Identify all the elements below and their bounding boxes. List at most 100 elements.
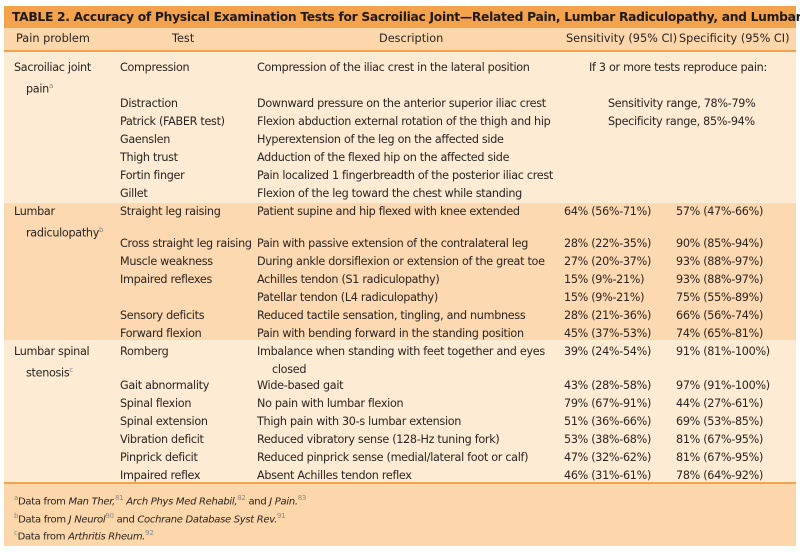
test-description: Thigh pain with 30-s lumbar extension — [257, 415, 462, 428]
test-name: Romberg — [120, 345, 169, 358]
footnote-part: 92 — [145, 529, 154, 537]
specificity-value: 66% (56%-74%) — [676, 309, 764, 322]
footnote-part: 81 — [115, 494, 124, 502]
footnote: aData from Man Ther,81 Arch Phys Med Reh… — [14, 490, 796, 508]
sensitivity-value: 39% (24%-54%) — [564, 345, 652, 358]
test-name: Vibration deficit — [120, 433, 204, 446]
footnote: bData from J Neurol90 and Cochrane Datab… — [14, 508, 796, 526]
test-description: No pain with lumbar flexion — [257, 397, 404, 410]
pain-problem-line2: radiculopathyb — [26, 226, 104, 240]
sensitivity-value: 46% (31%-61%) — [564, 469, 652, 482]
footnote-part: 90 — [105, 511, 114, 520]
specificity-value: 78% (64%-92%) — [676, 469, 764, 482]
table-row: Pinprick deficit Reduced pinprick sense (… — [4, 449, 796, 467]
table-row: Vibration deficit Reduced vibratory sense… — [4, 431, 796, 449]
table-row: Lumbar radiculopathyb Straight leg raising… — [4, 203, 796, 240]
table-title: TABLE 2. Accuracy of Physical Examinatio… — [4, 6, 800, 28]
table-row: Cross straight leg raising Pain with pass… — [4, 235, 796, 253]
table-row: Fortin finger Pain localized 1 fingerbrea… — [4, 167, 796, 185]
header-pain-problem: Pain problem — [16, 32, 90, 45]
sensitivity-value: 45% (37%-53%) — [564, 327, 652, 340]
sensitivity-value: 47% (32%-62%) — [564, 451, 652, 464]
section-1: Sacroiliac joint paina Compression Compress… — [4, 52, 796, 203]
test-description: Imbalance when standing with feet togeth… — [257, 345, 545, 358]
test-name: Impaired reflex — [120, 469, 201, 482]
specificity-value: 93% (88%-97%) — [676, 255, 764, 268]
pain-problem: Lumbar spinal — [14, 345, 90, 358]
table-row: Sacroiliac joint paina Compression Compress… — [4, 59, 796, 96]
table-row: Sensory deficits Reduced tactile sensatio… — [4, 307, 796, 325]
test-description: Pain localized 1 fingerbreadth of the po… — [257, 169, 553, 182]
test-name: Distraction — [120, 97, 178, 110]
table-row: Thigh trust Adduction of the flexed hip o… — [4, 149, 796, 167]
footnote-part: b — [14, 511, 19, 520]
test-name: Compression — [120, 61, 190, 74]
test-name: Muscle weakness — [120, 255, 213, 268]
summary-text: Sensitivity range, 78%-79% — [608, 97, 756, 110]
sensitivity-value: 15% (9%-21%) — [564, 273, 645, 286]
test-description: Pain with bending forward in the standin… — [257, 327, 524, 340]
header-sensitivity: Sensitivity (95% CI) — [566, 32, 678, 45]
footnote-marker: a — [48, 82, 53, 90]
test-name: Cross straight leg raising — [120, 237, 252, 250]
sensitivity-value: 28% (22%-35%) — [564, 237, 652, 250]
specificity-value: 81% (67%-95%) — [676, 433, 764, 446]
test-description: Patient supine and hip flexed with knee … — [257, 205, 520, 218]
table-row: Muscle weakness During ankle dorsiflexion… — [4, 253, 796, 271]
test-name: Patrick (FABER test) — [120, 115, 225, 128]
footnote-part: 83 — [297, 494, 307, 502]
table-row: Distraction Downward pressure on the ante… — [4, 95, 796, 113]
sensitivity-value: 15% (9%-21%) — [564, 291, 645, 304]
test-name: Straight leg raising — [120, 205, 221, 218]
test-description: Hyperextension of the leg on the affecte… — [257, 133, 504, 146]
specificity-value: 97% (91%-100%) — [676, 379, 770, 392]
header-specificity: Specificity (95% CI) — [679, 32, 790, 45]
sensitivity-value: 53% (38%-68%) — [564, 433, 652, 446]
header-test: Test — [172, 32, 195, 45]
sensitivity-value: 43% (28%-58%) — [564, 379, 652, 392]
section-2: Lumbar radiculopathyb Straight leg raising… — [4, 203, 796, 340]
footnote-marker: b — [99, 226, 104, 234]
sensitivity-value: 79% (67%-91%) — [564, 397, 652, 410]
test-name: Thigh trust — [120, 151, 178, 164]
test-description: Compression of the iliac crest in the la… — [257, 61, 530, 74]
test-description: Absent Achilles tendon reflex — [257, 469, 412, 482]
table-row: Spinal extension Thigh pain with 30-s lum… — [4, 413, 796, 431]
footnote-part: J Pain. — [269, 496, 298, 508]
specificity-value: 81% (67%-95%) — [676, 451, 764, 464]
footnote-part: 82 — [237, 494, 246, 502]
pain-problem-line2: stenosisc — [26, 366, 73, 380]
table-row: Gait abnormality Wide-based gait 43% (28%-… — [4, 377, 796, 395]
footnote-part: Cochrane Database Syst Rev. — [137, 513, 277, 525]
test-description: During ankle dorsiflexion or extension o… — [257, 255, 545, 268]
table-row: Gaenslen Hyperextension of the leg on the… — [4, 131, 796, 149]
table-row: Spinal flexion No pain with lumbar flexio… — [4, 395, 796, 413]
test-name: Spinal flexion — [120, 397, 192, 410]
summary-text: If 3 or more tests reproduce pain: — [589, 61, 767, 74]
test-name: Sensory deficits — [120, 309, 205, 322]
footnote-part: c — [14, 529, 18, 537]
specificity-value: 93% (88%-97%) — [676, 273, 764, 286]
test-description: Reduced vibratory sense (128-Hz tuning f… — [257, 433, 500, 446]
specificity-value: 69% (53%-85%) — [676, 415, 764, 428]
test-name: Impaired reflexes — [120, 273, 213, 286]
specificity-value: 91% (81%-100%) — [676, 345, 770, 358]
test-name: Pinprick deficit — [120, 451, 198, 464]
sensitivity-value: 28% (21%-36%) — [564, 309, 652, 322]
footnote-part: Arch Phys Med Rehabil, — [126, 496, 238, 508]
sensitivity-value: 27% (20%-37%) — [564, 255, 652, 268]
section-3: Lumbar spinal stenosisc Romberg Imbalance w… — [4, 340, 796, 482]
table-row: Patellar tendon (L4 radiculopathy) 15% (9… — [4, 289, 796, 307]
test-description: Reduced pinprick sense (medial/lateral f… — [257, 451, 529, 464]
table-row: Impaired reflexes Achilles tendon (S1 rad… — [4, 271, 796, 289]
test-description: Flexion of the leg toward the chest whil… — [257, 187, 522, 200]
specificity-value: 75% (55%-89%) — [676, 291, 764, 304]
table-row: Impaired reflex Absent Achilles tendon re… — [4, 467, 796, 485]
pain-problem-line2: paina — [26, 82, 53, 96]
test-name: Spinal extension — [120, 415, 208, 428]
table-header: Pain problem Test Description Sensitivit… — [4, 28, 796, 52]
test-description: Wide-based gait — [257, 379, 344, 392]
footnote-part: J Neurol — [68, 513, 106, 525]
test-name: Gait abnormality — [120, 379, 210, 392]
footnote-part: a — [14, 494, 18, 502]
